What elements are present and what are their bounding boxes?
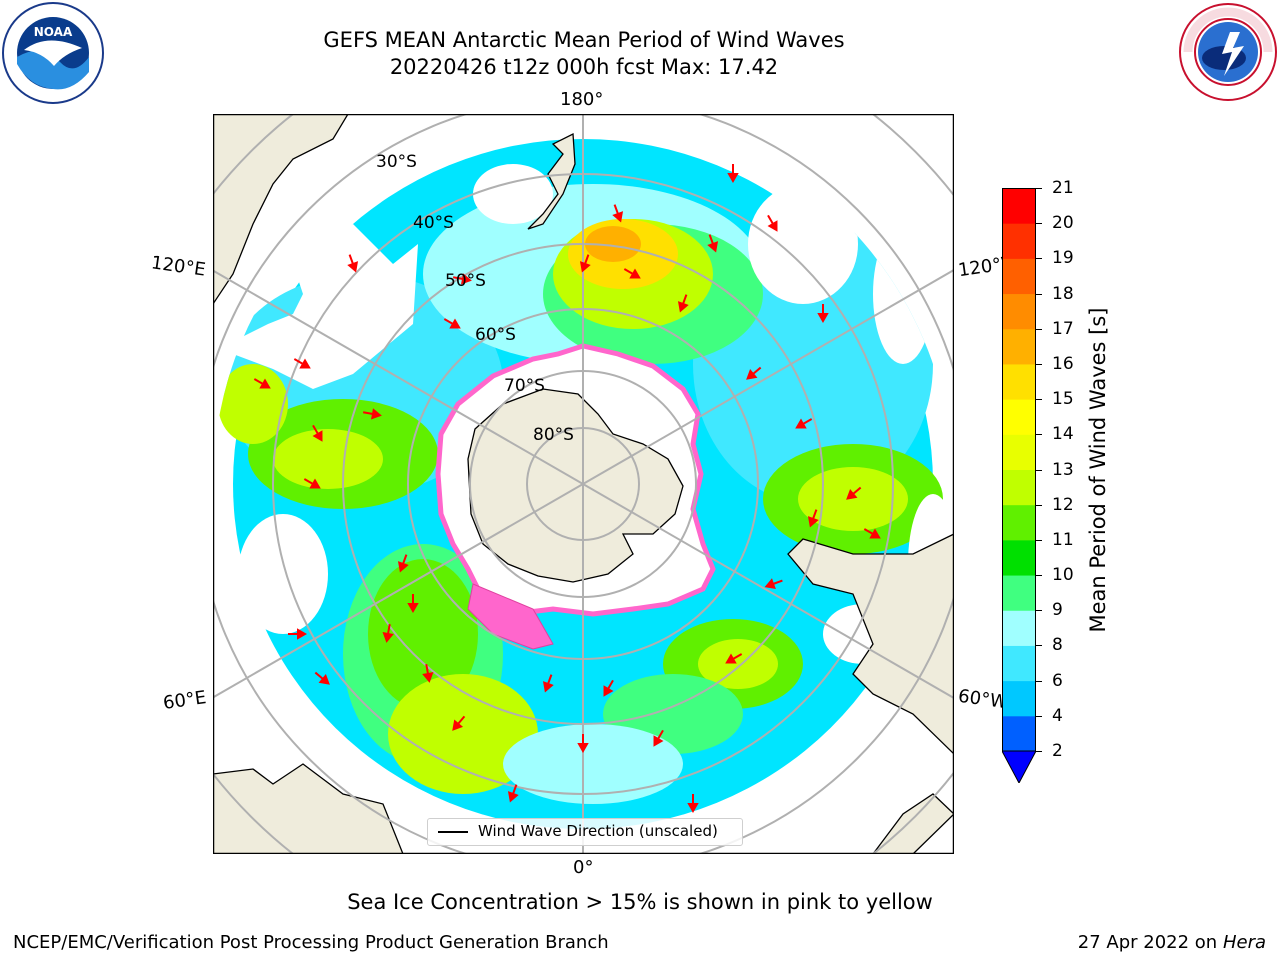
- lat-label-30s: 30°S: [376, 152, 417, 172]
- lon-label-60e: 60°E: [161, 687, 208, 714]
- lon-label-180: 180°: [560, 89, 604, 110]
- antarctica: [435, 343, 716, 650]
- colorbar-tick-label: 13: [1052, 459, 1074, 480]
- colorbar-segment: [1002, 258, 1036, 295]
- colorbar: [1002, 188, 1036, 783]
- lat-label-80s: 80°S: [533, 425, 574, 445]
- colorbar-tick-mark: [1036, 539, 1042, 541]
- credit-branch: NCEP/EMC/Verification Post Processing Pr…: [13, 932, 609, 953]
- colorbar-segment: [1002, 188, 1036, 224]
- colorbar-segment: [1002, 293, 1036, 330]
- colorbar-extend-arrow: [1002, 750, 1036, 783]
- chart-title: GEFS MEAN Antarctic Mean Period of Wind …: [323, 28, 845, 52]
- colorbar-segment: [1002, 575, 1036, 611]
- colorbar-tick-mark: [1036, 434, 1042, 436]
- wind-wave-arrows: [253, 164, 881, 814]
- land-masses: [213, 114, 954, 854]
- colorbar-segment: [1002, 434, 1036, 470]
- colorbar-segment: [1002, 504, 1036, 541]
- colorbar-tick-mark: [1036, 610, 1042, 612]
- graticule: [213, 114, 954, 854]
- svg-text:NOAA: NOAA: [34, 25, 73, 39]
- colorbar-tick-mark: [1036, 751, 1042, 752]
- colorbar-tick-mark: [1036, 188, 1042, 189]
- colorbar-segment: [1002, 715, 1036, 752]
- colorbar-tick-mark: [1036, 575, 1042, 577]
- noaa-logo-icon: NOAA: [2, 2, 104, 104]
- colorbar-segment: [1002, 680, 1036, 717]
- colorbar-segment: [1002, 328, 1036, 365]
- colorbar-tick-label: 15: [1052, 389, 1074, 410]
- colorbar-tick-label: 2: [1052, 741, 1063, 761]
- lon-label-120e: 120°E: [149, 252, 207, 281]
- credit-date-text: 27 Apr 2022 on: [1077, 932, 1218, 953]
- colorbar-tick-label: 6: [1052, 670, 1063, 691]
- credit-machine: Hera: [1222, 932, 1266, 953]
- colorbar-segment: [1002, 223, 1036, 259]
- colorbar-tick-label: 21: [1052, 178, 1074, 198]
- map-panel: 30°S 40°S 50°S 60°S 70°S 80°S: [213, 114, 954, 854]
- colorbar-tick-mark: [1036, 399, 1042, 401]
- colorbar-tick-mark: [1036, 645, 1042, 647]
- colorbar-tick-label: 10: [1052, 565, 1074, 586]
- colorbar-tick-mark: [1036, 680, 1042, 682]
- colorbar-segment: [1002, 645, 1036, 682]
- colorbar-tick-mark: [1036, 363, 1042, 365]
- colorbar-tick-mark: [1036, 258, 1042, 260]
- lat-label-50s: 50°S: [445, 271, 486, 291]
- national-weather-service-logo-icon: [1178, 2, 1278, 102]
- colorbar-tick-mark: [1036, 293, 1042, 295]
- colorbar-tick-label: 8: [1052, 635, 1063, 656]
- lat-label-70s: 70°S: [504, 376, 545, 396]
- colorbar-segment: [1002, 363, 1036, 400]
- colorbar-tick-mark: [1036, 469, 1042, 471]
- chart-subtitle: 20220426 t12z 000h fcst Max: 17.42: [389, 55, 779, 79]
- colorbar-tick-label: 19: [1052, 248, 1074, 269]
- colorbar-segment: [1002, 469, 1036, 506]
- lon-label-0: 0°: [573, 857, 594, 878]
- colorbar-tick-label: 20: [1052, 213, 1074, 234]
- colorbar-tick-label: 9: [1052, 600, 1063, 621]
- colorbar-tick-label: 12: [1052, 494, 1074, 515]
- credit-date: 27 Apr 2022 on Hera: [1078, 932, 1266, 953]
- sea-ice-note: Sea Ice Concentration > 15% is shown in …: [347, 890, 933, 914]
- colorbar-tick-label: 11: [1052, 529, 1074, 550]
- legend-line-icon: [438, 831, 468, 833]
- colorbar-segment: [1002, 539, 1036, 576]
- colorbar-segment: [1002, 399, 1036, 435]
- colorbar-tick-mark: [1036, 328, 1042, 330]
- colorbar-tick-mark: [1036, 223, 1042, 225]
- map-legend: Wind Wave Direction (unscaled): [427, 818, 743, 846]
- colorbar-segment: [1002, 610, 1036, 646]
- colorbar-tick-label: 14: [1052, 424, 1074, 445]
- colorbar-tick-mark: [1036, 715, 1042, 717]
- colorbar-tick-label: 18: [1052, 283, 1074, 304]
- colorbar-tick-label: 16: [1052, 353, 1074, 374]
- colorbar-tick-mark: [1036, 504, 1042, 506]
- lat-label-60s: 60°S: [475, 325, 516, 345]
- legend-label: Wind Wave Direction (unscaled): [478, 822, 718, 840]
- colorbar-tick-label: 4: [1052, 705, 1063, 726]
- colorbar-tick-label: 17: [1052, 318, 1074, 339]
- lat-label-40s: 40°S: [413, 213, 454, 233]
